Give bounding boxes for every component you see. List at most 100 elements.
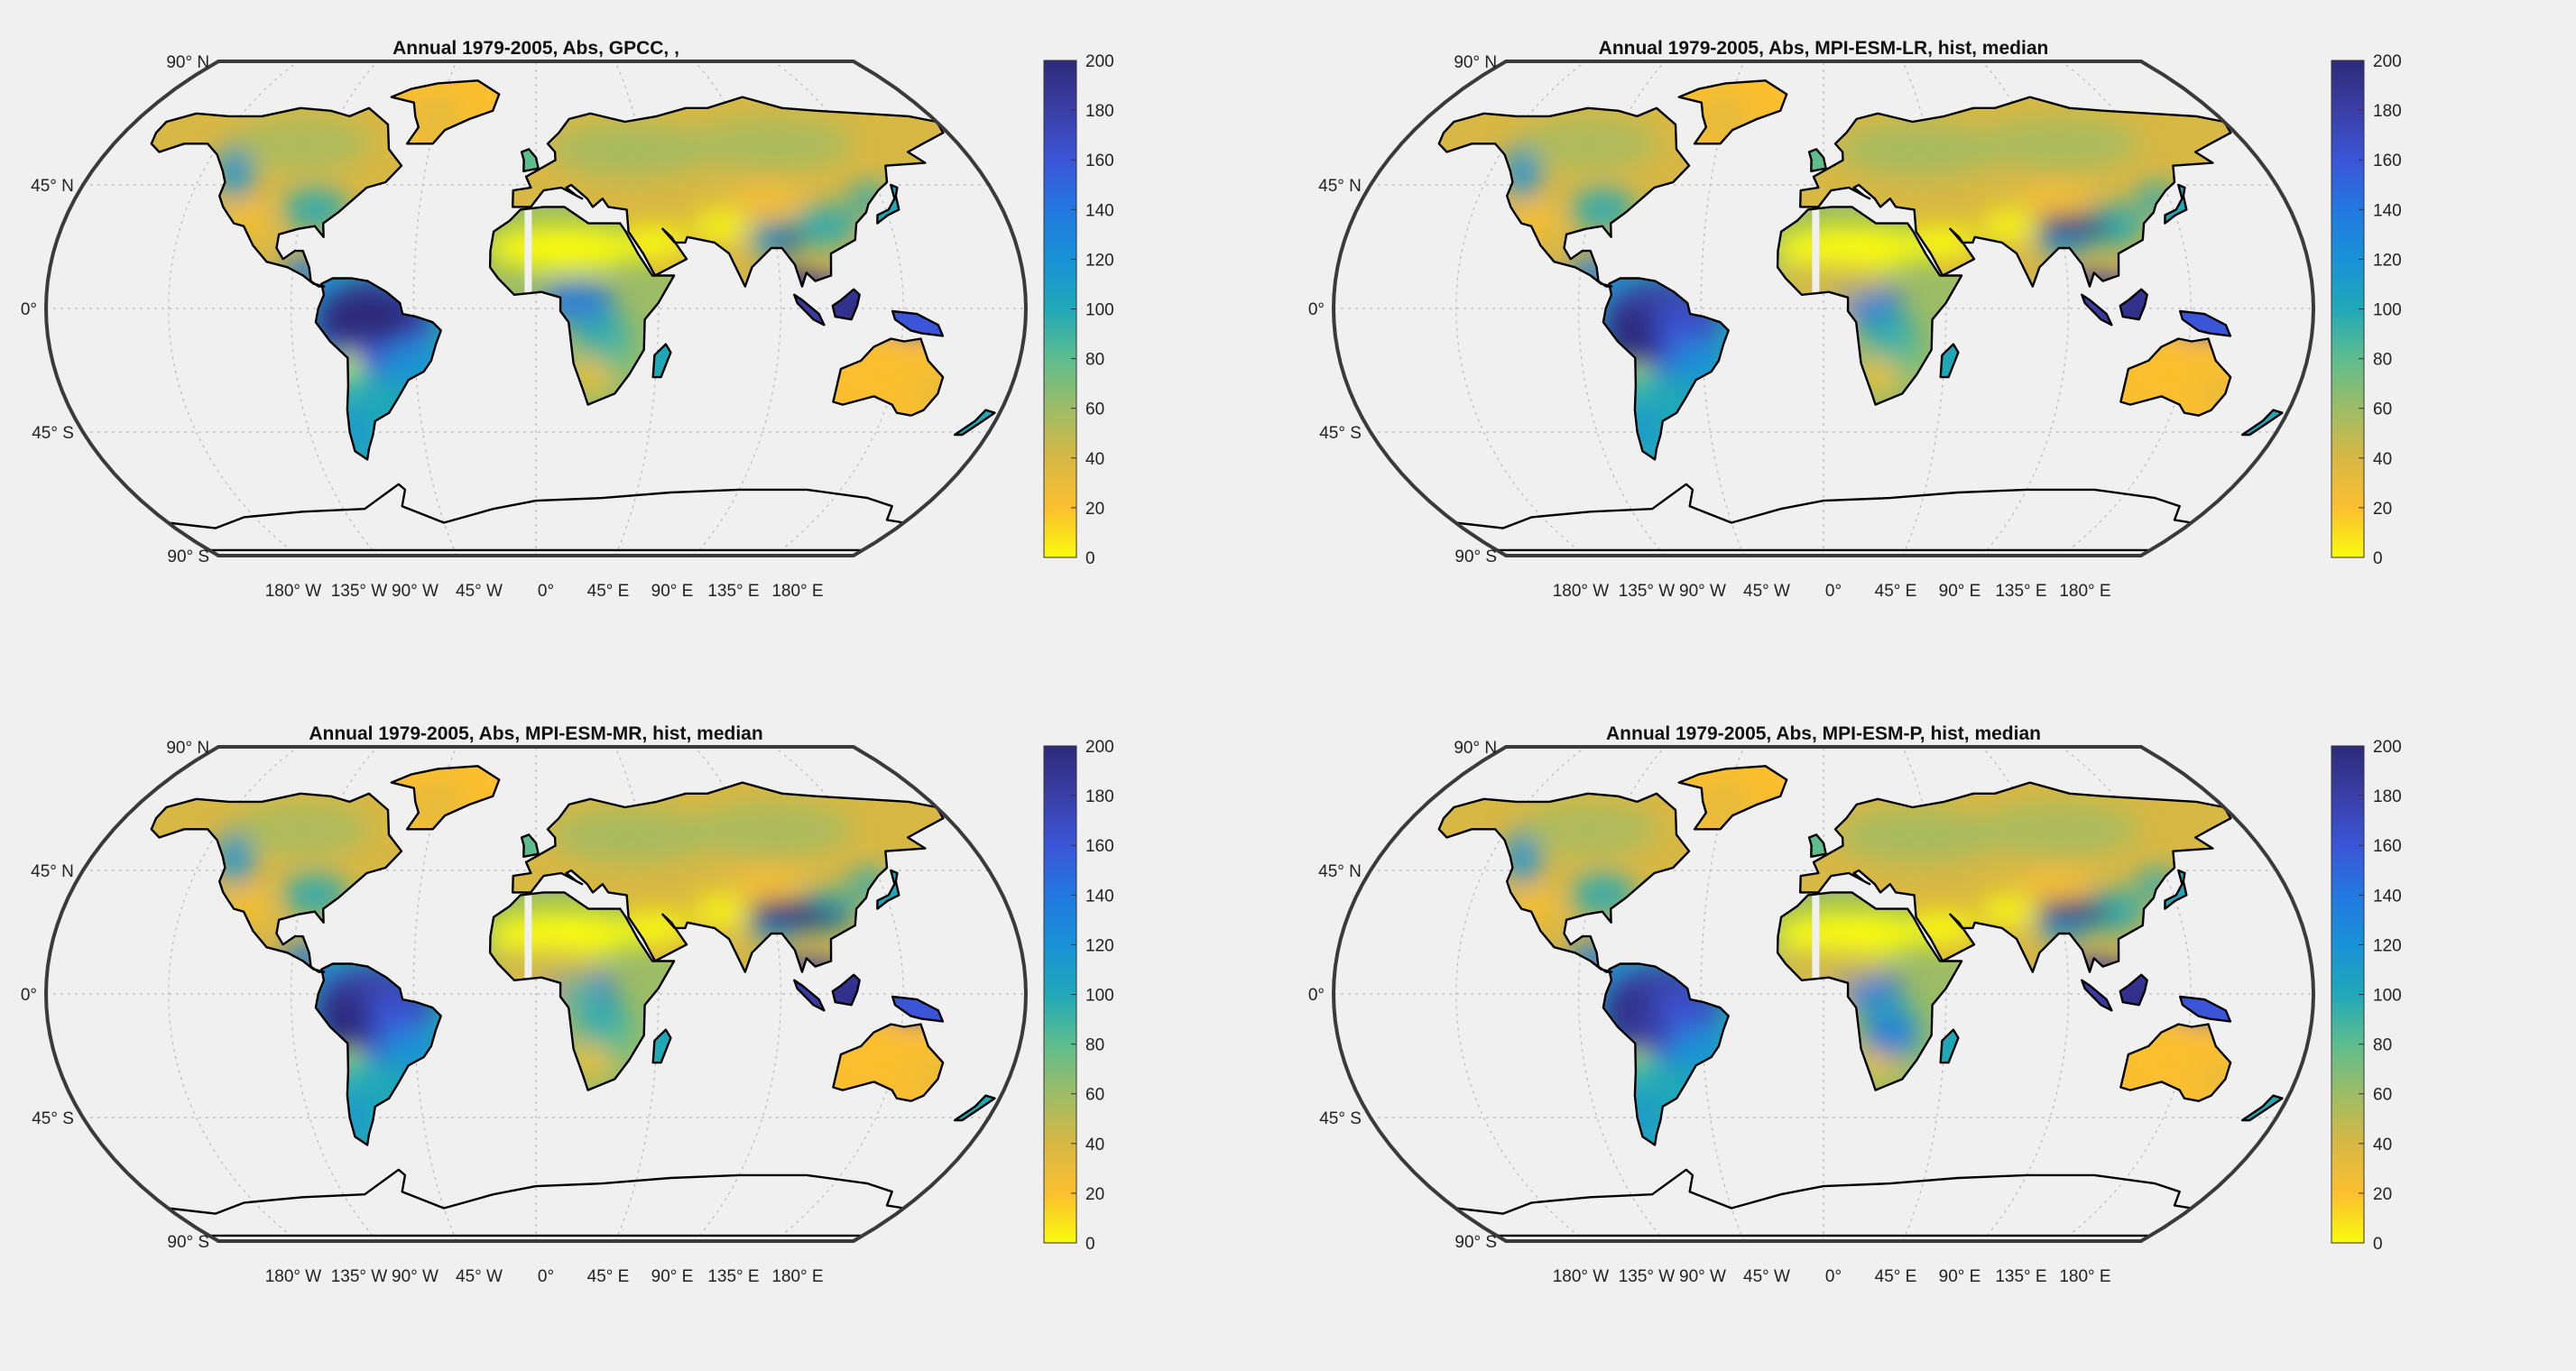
precip-cell	[838, 354, 926, 400]
missing-data-stripe	[1812, 892, 1820, 980]
lat-label: 45° N	[31, 862, 74, 881]
precip-cell	[549, 807, 713, 862]
coastline-sumatra	[793, 979, 826, 1012]
lon-label: 45° E	[587, 1267, 630, 1286]
lon-label: 180° W	[1553, 1267, 1610, 1286]
coastline-greenland	[390, 79, 501, 145]
precip-cell	[688, 115, 853, 171]
lon-label: 45° E	[1875, 582, 1917, 601]
coastline-australia	[832, 1023, 945, 1102]
coastline-eurasia	[1799, 781, 2232, 973]
meridian-line	[1981, 60, 2070, 557]
lat-label: 45° N	[1318, 177, 1362, 196]
precip-field	[1438, 80, 2283, 460]
coastline-namerica	[150, 792, 403, 973]
coastline-sumatra	[793, 293, 826, 327]
colorbar-tick-label: 80	[1085, 351, 1104, 370]
lon-label: 90° W	[392, 1267, 439, 1286]
lon-label: 90° E	[1939, 1267, 1981, 1286]
precip-cell	[2036, 215, 2112, 237]
coastline-samerica	[1602, 962, 1730, 1146]
map-panel-mpi-esm-lr: Annual 1979-2005, Abs, MPI-ESM-LR, hist,…	[1288, 0, 2575, 686]
lat-label: 90° S	[167, 547, 209, 566]
lon-label: 180° E	[2059, 1267, 2110, 1286]
precip-cell	[838, 1040, 926, 1085]
map-frame	[43, 60, 1029, 557]
colorbar-tick-label: 160	[1085, 837, 1114, 856]
map-mpi-esm-p: Annual 1979-2005, Abs, MPI-ESM-P, hist, …	[1308, 723, 2402, 1286]
colorbar-tick-label: 180	[2373, 102, 2402, 121]
coastline-namerica	[1437, 106, 1691, 288]
colorbar-tick-label: 60	[2373, 400, 2392, 419]
coastline-namerica	[150, 106, 403, 288]
coastline-madagascar	[1939, 1028, 1960, 1064]
precip-cell	[792, 204, 859, 249]
colorbar-tick-label: 60	[1085, 1086, 1104, 1105]
colorbar-tick-label: 40	[2373, 450, 2392, 469]
lon-label: 0°	[1825, 582, 1842, 601]
colorbar-tick-label: 20	[2373, 500, 2392, 519]
map-mpi-esm-mr: Annual 1979-2005, Abs, MPI-ESM-MR, hist,…	[21, 723, 1114, 1286]
coastline-newzealand	[2240, 409, 2284, 437]
colorbar-tick-label: 120	[2373, 936, 2402, 955]
coastline-australia	[832, 337, 945, 417]
precip-cell	[1980, 209, 2036, 243]
coastlines	[150, 79, 996, 552]
colorbar-tick-label: 120	[1085, 936, 1114, 955]
map-panel-mpi-esm-mr: Annual 1979-2005, Abs, MPI-ESM-MR, hist,…	[0, 686, 1288, 1371]
lon-label: 90° W	[392, 582, 439, 601]
precip-cell	[1976, 115, 2140, 171]
lon-label: 90° E	[651, 582, 694, 601]
precip-cell	[233, 115, 370, 171]
lon-label: 135° E	[707, 1267, 759, 1286]
panel-title: Annual 1979-2005, Abs, MPI-ESM-P, hist, …	[1606, 723, 2041, 744]
precip-cell	[751, 906, 850, 928]
missing-data-stripe	[1812, 207, 1820, 295]
meridian-line	[290, 60, 378, 557]
colorbar-tick-label: 180	[2373, 787, 2402, 806]
lat-label: 45° N	[31, 177, 74, 196]
coastline-samerica	[314, 962, 442, 1146]
precip-cell	[688, 801, 853, 857]
colorbar-tick-label: 60	[2373, 1086, 2392, 1105]
coastline-uk	[520, 833, 540, 858]
map-frame	[1331, 60, 2316, 557]
colorbar-tick-label: 140	[1085, 201, 1114, 220]
missing-data-stripe	[524, 207, 532, 295]
lat-label: 90° N	[1454, 739, 1497, 758]
coastline-borneo	[831, 973, 861, 1007]
colorbar-tick-label: 80	[2373, 1036, 2392, 1055]
lon-label: 90° W	[1679, 1267, 1726, 1286]
precip-cell	[486, 911, 640, 956]
lat-label: 45° S	[32, 424, 74, 443]
colorbar-tick-label: 100	[1085, 987, 1114, 1006]
colorbar-tick-label: 80	[2373, 351, 2392, 370]
map-frame	[1331, 745, 2316, 1243]
precip-field	[1438, 766, 2283, 1146]
coastline-madagascar	[1939, 343, 1960, 379]
precip-cell	[2126, 354, 2213, 400]
lon-label: 45° W	[456, 582, 503, 601]
coastline-australia	[2119, 337, 2232, 417]
lon-label: 135° E	[1995, 582, 2046, 601]
colorbar-tick-label: 20	[1085, 500, 1104, 519]
colorbar-tick-label: 60	[1085, 400, 1104, 419]
precip-cell	[549, 122, 713, 177]
colorbar-tick-label: 200	[2373, 738, 2402, 757]
coastline-newguinea	[2179, 995, 2232, 1023]
precip-cell	[1625, 1005, 1669, 1049]
precip-cell	[1520, 801, 1657, 857]
coastline-africa	[1776, 891, 1963, 1091]
colorbar-tick-label: 20	[1085, 1185, 1104, 1204]
coastline-newzealand	[953, 409, 996, 437]
coastline-namerica	[1437, 792, 1691, 973]
lon-label: 180° E	[771, 1267, 823, 1286]
colorbar-tick-label: 200	[1085, 52, 1114, 71]
meridian-line	[694, 746, 782, 1242]
lat-label: 0°	[1308, 986, 1325, 1005]
panel-title: Annual 1979-2005, Abs, MPI-ESM-LR, hist,…	[1599, 38, 2049, 59]
coastline-africa	[488, 891, 676, 1091]
panel-title: Annual 1979-2005, Abs, MPI-ESM-MR, hist,…	[309, 723, 762, 744]
coastline-greenland	[1677, 765, 1788, 831]
lat-label: 45° S	[1319, 424, 1362, 443]
